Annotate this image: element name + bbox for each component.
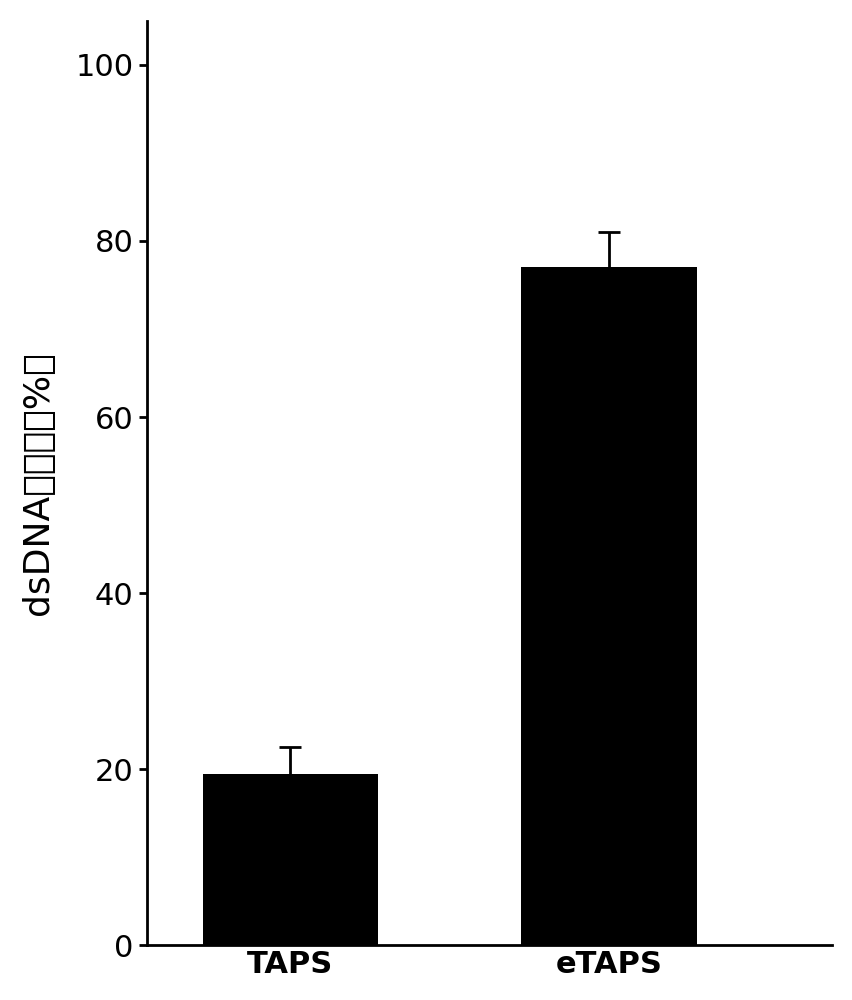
Bar — [521, 267, 696, 945]
Bar — [203, 774, 377, 945]
Y-axis label: dsDNA回収率（%）: dsDNA回収率（%） — [20, 351, 55, 615]
